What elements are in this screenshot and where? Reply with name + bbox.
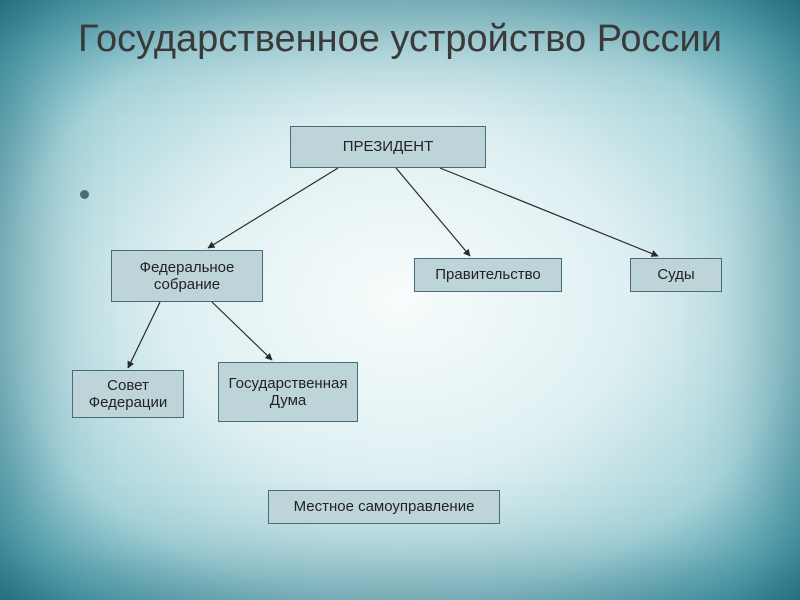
node-federal-assembly: Федеральное собрание [111, 250, 263, 302]
node-courts: Суды [630, 258, 722, 292]
bullet-marker [80, 190, 89, 199]
node-government: Правительство [414, 258, 562, 292]
node-state-duma: Государственная Дума [218, 362, 358, 422]
node-president: ПРЕЗИДЕНТ [290, 126, 486, 168]
node-local-government: Местное самоуправление [268, 490, 500, 524]
page-title: Государственное устройство России [0, 18, 800, 62]
node-federation-council: Совет Федерации [72, 370, 184, 418]
